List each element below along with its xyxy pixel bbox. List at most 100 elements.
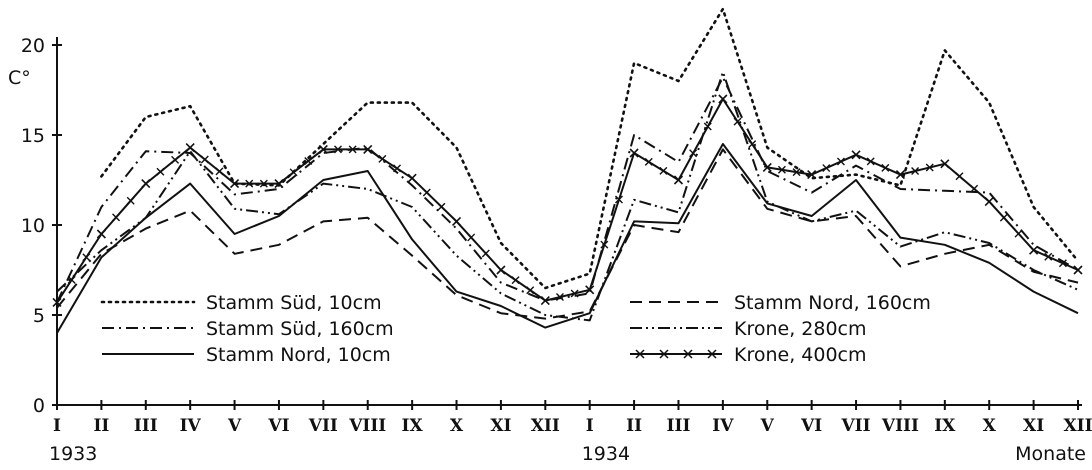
series-point [911,167,920,176]
legend-label: Stamm Nord, 10cm [206,344,391,366]
series-point [629,148,639,158]
x-tick-label: V [227,416,242,436]
series-line [56,148,1079,320]
x-tick-label: II [626,416,642,436]
series-point [407,173,417,183]
series-point [511,276,520,285]
series-point [200,155,209,164]
series-point [1029,245,1039,255]
series-point [1044,252,1053,261]
series-point [422,188,431,197]
x-tick-label: VII [840,416,870,436]
series-line [100,7,1080,290]
series-point [748,140,757,149]
series-point [171,155,180,164]
series-point [540,296,550,306]
x-tick-label: X [450,416,464,436]
series-point [304,157,313,166]
y-tick-label: 0 [33,395,45,417]
series-point [274,179,284,189]
series-point [259,179,268,188]
series-point [570,289,579,298]
series-line [56,71,1079,322]
x-tick-label: II [93,416,109,436]
series-point [289,168,298,177]
series-point [925,163,934,172]
series-line [56,76,1079,303]
series-point [807,170,817,180]
x-tick-label: IX [934,416,956,436]
series-point [673,175,684,185]
series-point [393,164,402,173]
x-tick-label: III [667,416,691,436]
series-point [185,143,195,153]
series-point [955,172,964,181]
series-point [82,253,91,262]
x-tick-label: VIII [348,416,386,436]
x-tick-label: III [134,416,158,436]
series-point [940,159,950,169]
series-point [112,213,121,222]
series-point [245,179,254,188]
series-point [836,157,845,166]
y-tick-label: 15 [21,125,45,147]
legend-label: Krone, 400cm [734,344,867,366]
series-point [718,94,728,104]
series-point [363,144,373,154]
legend-marker [707,349,717,359]
year-label: 1934 [582,443,630,465]
x-tick-label: XI [490,416,511,436]
series-point [481,249,490,258]
series-point [762,162,772,172]
year-label: 1933 [49,443,97,465]
series-point [792,168,801,177]
series-point [318,144,328,154]
series-point [777,165,786,174]
series-point [984,197,994,207]
series-point [881,163,890,172]
y-tick-label: 20 [21,35,45,57]
series-line [56,143,1079,334]
series-point [126,196,135,205]
legend-label: Krone, 280cm [734,318,867,340]
series-point [644,157,653,166]
x-tick-label: X [983,416,997,436]
series-line [56,98,1079,303]
legend-marker [659,349,669,359]
series-point [451,216,462,226]
legend-label: Stamm Nord, 160cm [734,292,931,314]
series-point [215,167,224,176]
x-tick-label: XII [1063,416,1092,436]
series-point [585,285,595,295]
x-tick-label: VIII [881,416,919,436]
x-tick-label: IV [180,416,202,436]
series-point [659,166,668,175]
series-point [229,179,240,189]
series-point [614,195,623,204]
series-point [437,202,446,211]
series-point [822,164,831,173]
x-tick-label: V [760,416,775,436]
y-tick-label: 10 [21,215,45,237]
series-point [1014,229,1023,238]
series-point [555,293,564,302]
series-point [600,240,609,249]
x-tick-label: XI [1023,416,1044,436]
series-point [895,170,906,180]
series-point [851,150,861,160]
x-tick-label: IX [402,416,424,436]
series-point [96,229,106,239]
series-point [703,122,712,131]
series-point [999,213,1008,222]
series-point [156,167,165,176]
series-point [348,145,357,154]
legend-label: Stamm Süd, 10cm [206,292,382,314]
series-point [526,286,535,295]
x-tick-label: I [586,416,594,436]
legend-marker [683,349,693,359]
series-point [1073,265,1083,275]
series-point [689,149,698,158]
x-tick-label: VII [308,416,338,436]
series-point [733,117,742,126]
